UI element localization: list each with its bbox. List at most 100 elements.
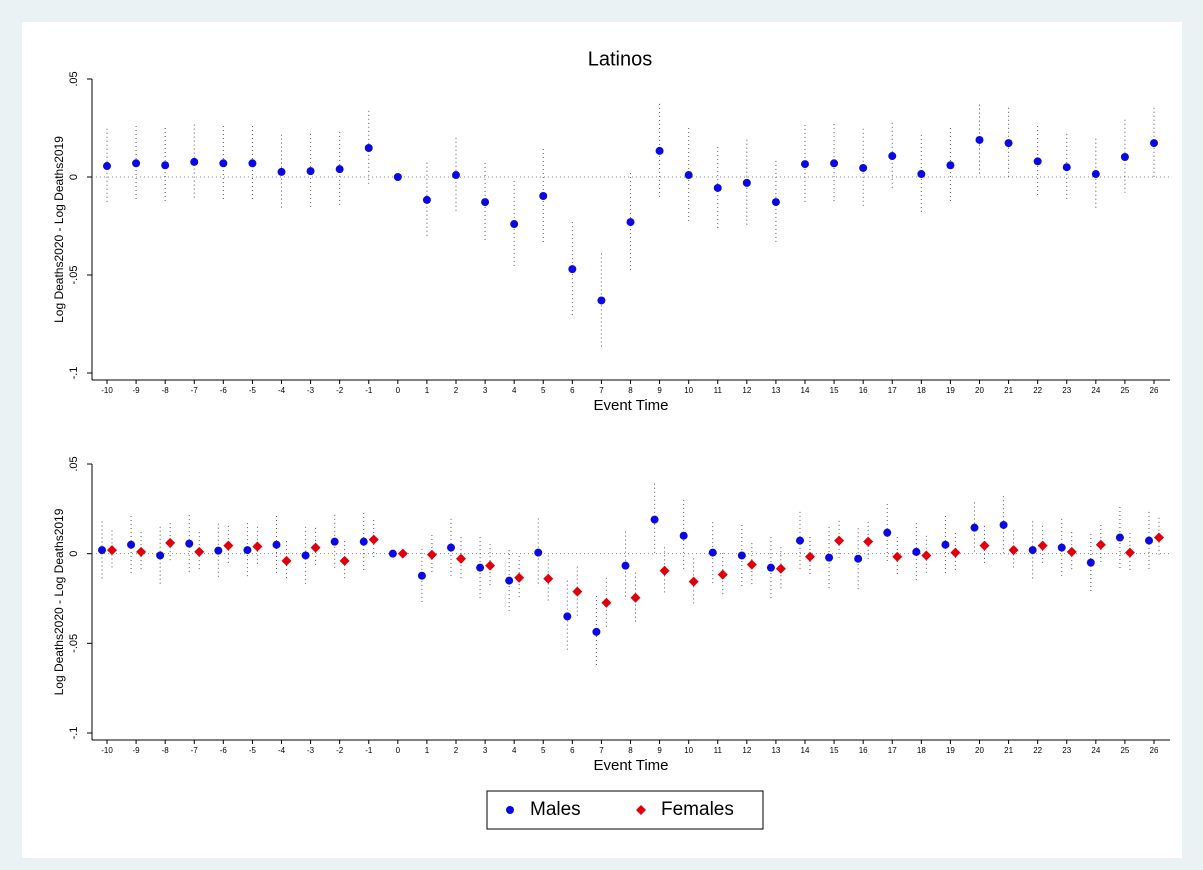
x-tick-label: 9 bbox=[657, 386, 662, 395]
marker bbox=[659, 565, 670, 576]
marker bbox=[970, 523, 979, 532]
y-tick-label: .05 bbox=[68, 456, 80, 471]
y-tick-label: 0 bbox=[68, 551, 80, 557]
x-tick-label: 14 bbox=[801, 746, 810, 755]
marker bbox=[717, 569, 728, 580]
marker bbox=[679, 531, 688, 540]
x-tick-label: -9 bbox=[133, 386, 141, 395]
x-tick-label: 16 bbox=[859, 746, 868, 755]
x-tick-label: -2 bbox=[336, 386, 344, 395]
marker bbox=[156, 551, 165, 560]
marker bbox=[1086, 558, 1095, 567]
x-tick-label: -9 bbox=[133, 746, 141, 755]
plot-background bbox=[22, 22, 1182, 858]
marker bbox=[514, 572, 525, 583]
x-tick-label: -8 bbox=[162, 746, 170, 755]
x-tick-label: 12 bbox=[742, 746, 751, 755]
x-tick-label: 11 bbox=[714, 386, 723, 395]
marker bbox=[219, 159, 228, 168]
marker bbox=[364, 143, 373, 152]
marker bbox=[214, 546, 223, 555]
marker bbox=[630, 592, 641, 603]
marker bbox=[921, 550, 932, 561]
x-tick-label: 11 bbox=[714, 746, 723, 755]
x-tick-label: 12 bbox=[742, 386, 751, 395]
x-tick-label: 17 bbox=[888, 746, 897, 755]
marker bbox=[339, 555, 350, 566]
marker bbox=[281, 555, 292, 566]
x-tick-label: 2 bbox=[454, 386, 459, 395]
x-tick-label: 26 bbox=[1150, 386, 1159, 395]
marker bbox=[161, 161, 170, 170]
x-tick-label: -7 bbox=[191, 386, 199, 395]
marker bbox=[1028, 546, 1037, 555]
marker bbox=[194, 546, 205, 557]
marker bbox=[98, 546, 106, 555]
y-tick-label: 0 bbox=[68, 174, 80, 180]
x-tick-label: 8 bbox=[628, 746, 633, 755]
x-tick-label: 16 bbox=[859, 386, 868, 395]
marker bbox=[243, 546, 252, 555]
marker bbox=[107, 545, 117, 556]
x-tick-label: 24 bbox=[1091, 746, 1100, 755]
y-tick-label: -.05 bbox=[68, 266, 80, 285]
x-tick-label: -6 bbox=[220, 746, 228, 755]
marker bbox=[888, 152, 897, 161]
marker bbox=[883, 528, 892, 537]
x-tick-label: -1 bbox=[365, 386, 373, 395]
legend-label: Females bbox=[661, 799, 734, 820]
marker bbox=[801, 160, 809, 169]
x-tick-label: 15 bbox=[830, 746, 839, 755]
x-tick-label: 0 bbox=[396, 746, 401, 755]
marker bbox=[330, 537, 339, 546]
marker bbox=[223, 540, 234, 551]
x-tick-label: 10 bbox=[684, 386, 693, 395]
marker bbox=[248, 159, 257, 168]
marker bbox=[1115, 533, 1124, 542]
marker bbox=[452, 171, 460, 180]
marker bbox=[272, 540, 281, 549]
marker bbox=[979, 540, 990, 551]
marker bbox=[165, 537, 176, 548]
marker bbox=[941, 540, 950, 549]
marker bbox=[426, 549, 437, 560]
marker bbox=[650, 515, 659, 524]
x-tick-label: 4 bbox=[512, 386, 517, 395]
marker bbox=[1150, 139, 1158, 148]
marker bbox=[859, 163, 868, 172]
marker bbox=[505, 576, 514, 585]
legend-box bbox=[486, 790, 764, 830]
marker bbox=[830, 159, 839, 168]
marker bbox=[626, 218, 635, 227]
marker bbox=[481, 198, 490, 207]
marker bbox=[136, 546, 147, 557]
marker bbox=[766, 563, 775, 572]
x-tick-label: 7 bbox=[599, 746, 604, 755]
x-tick-label: 9 bbox=[657, 746, 662, 755]
x-tick-label: 25 bbox=[1120, 386, 1129, 395]
marker bbox=[417, 571, 426, 580]
marker bbox=[393, 173, 402, 181]
marker bbox=[708, 548, 717, 557]
x-tick-label: 17 bbox=[888, 386, 897, 395]
marker bbox=[1033, 157, 1042, 166]
x-tick-label: 18 bbox=[917, 746, 926, 755]
marker bbox=[543, 573, 554, 584]
x-tick-label: 25 bbox=[1120, 746, 1129, 755]
x-tick-label: 21 bbox=[1004, 746, 1013, 755]
marker bbox=[563, 612, 572, 621]
y-tick-label: -.05 bbox=[68, 634, 80, 653]
marker bbox=[636, 805, 646, 815]
x-tick-label: -4 bbox=[278, 386, 286, 395]
x-tick-label: -3 bbox=[307, 746, 315, 755]
marker bbox=[1154, 532, 1164, 543]
x-tick-label: 5 bbox=[541, 386, 546, 395]
x-tick-label: -3 bbox=[307, 386, 315, 395]
marker bbox=[746, 559, 757, 570]
marker bbox=[1066, 546, 1077, 557]
x-tick-label: 24 bbox=[1091, 386, 1100, 395]
x-tick-label: 15 bbox=[830, 386, 839, 395]
x-tick-label: 22 bbox=[1033, 386, 1042, 395]
marker bbox=[655, 146, 664, 155]
marker bbox=[1008, 545, 1019, 556]
